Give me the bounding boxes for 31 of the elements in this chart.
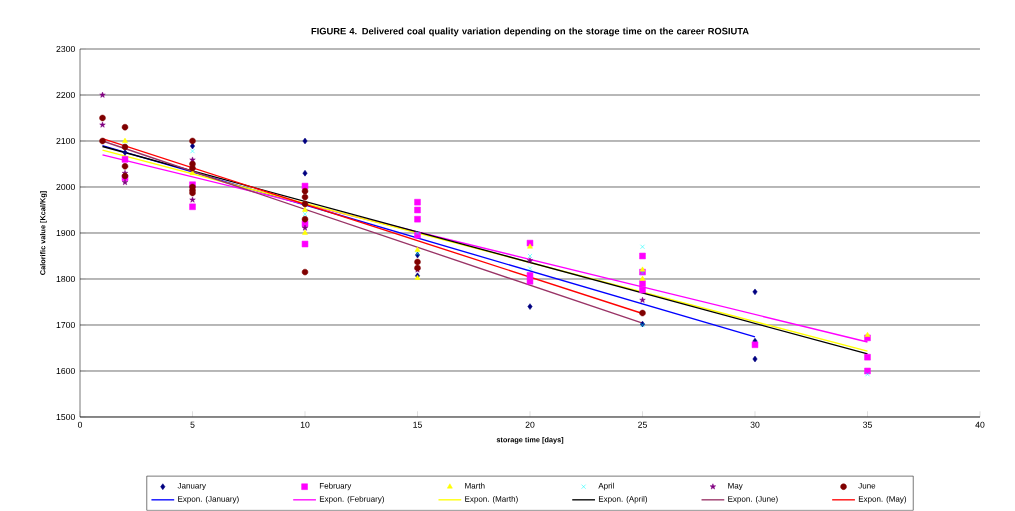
legend-label: June (858, 483, 876, 489)
legend-label: April (598, 482, 614, 491)
x-tick-label: 10 (300, 421, 310, 428)
legend-label: Expon. (Marth) (465, 496, 518, 504)
y-tick-label: 1600 (56, 368, 75, 375)
y-tick-label: 1700 (56, 322, 75, 329)
x-tick-label: 5 (190, 421, 195, 428)
y-tick-label: 1900 (56, 230, 75, 237)
legend-label: January (177, 483, 206, 491)
x-tick-label: 35 (863, 421, 872, 428)
legend-label: Marth (465, 482, 485, 489)
legend-label: May (728, 483, 743, 491)
x-tick-label: 30 (750, 421, 760, 428)
x-tick-label: 25 (638, 421, 647, 428)
y-tick-label: 1800 (56, 276, 75, 283)
y-tick-label: 1500 (56, 414, 75, 421)
y-tick-label: 2200 (56, 92, 75, 99)
y-tick-label: 2000 (56, 184, 75, 191)
chart-title: FIGURE 4. Delivered coal quality variation depending on the storage time on the career ROSIUTA (311, 27, 749, 37)
legend-label: Expon. (January) (178, 496, 239, 504)
legend-label: Expon. (February) (319, 496, 384, 504)
y-tick-label: 2100 (56, 138, 75, 145)
x-tick-label: 40 (975, 421, 985, 428)
x-tick-label: 0 (77, 421, 83, 428)
legend-label: Expon. (May) (858, 496, 907, 504)
legend-label: Expon. (June) (728, 496, 778, 504)
legend-label: February (319, 482, 352, 491)
y-tick-label: 2300 (56, 46, 75, 53)
legend-label: Expon. (April) (598, 496, 648, 504)
x-tick-label: 15 (413, 421, 422, 428)
x-tick-label: 20 (525, 421, 535, 428)
